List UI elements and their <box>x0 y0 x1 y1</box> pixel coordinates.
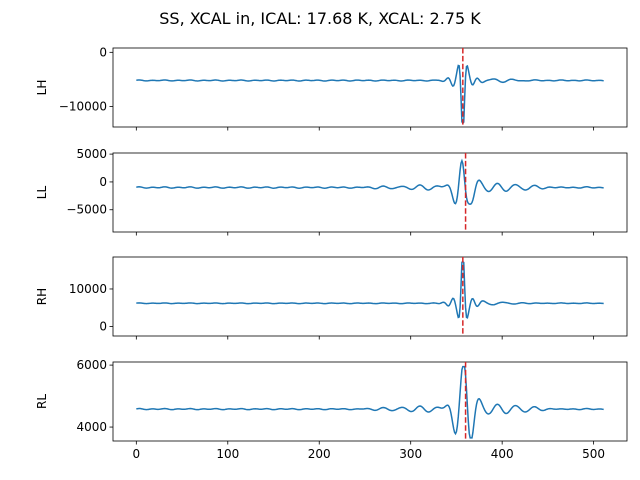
x-tick-label: 200 <box>308 447 331 461</box>
x-tick-label: 500 <box>582 447 605 461</box>
axes-frame <box>112 152 628 233</box>
y-tick-label: −10000 <box>59 99 107 113</box>
panel-lh: −10000 0 LH <box>35 45 628 131</box>
y-tick-label: 10000 <box>69 282 107 296</box>
y-axis-label: RL <box>35 394 49 409</box>
figure-title: SS, XCAL in, ICAL: 17.68 K, XCAL: 2.75 K <box>159 9 481 28</box>
y-tick-label: 0 <box>99 175 107 189</box>
panel-rl: 4000 6000 0 100 200 300 400 500 RL <box>35 358 628 461</box>
y-tick-label: 5000 <box>76 147 107 161</box>
y-axis-label: LL <box>35 186 49 200</box>
x-tick-label: 0 <box>133 447 141 461</box>
series-line <box>136 365 604 439</box>
y-tick-label: 0 <box>99 45 107 59</box>
x-tick-label: 100 <box>216 447 239 461</box>
y-axis-label: LH <box>35 80 49 96</box>
panel-rh: 0 10000 RH <box>35 256 628 340</box>
y-tick-label: 6000 <box>76 358 107 372</box>
chart-panels: −10000 0 LH −5000 0 5000 LL 0 10000 RH 4000 6000 0 10… <box>35 45 628 461</box>
x-tick-label: 300 <box>399 447 422 461</box>
series-line <box>136 64 604 125</box>
series-line <box>136 158 604 205</box>
axes-frame <box>112 361 628 442</box>
y-tick-label: −5000 <box>66 203 107 217</box>
x-tick-label: 400 <box>491 447 514 461</box>
panel-ll: −5000 0 5000 LL <box>35 147 628 236</box>
y-axis-label: RH <box>35 288 49 305</box>
axes-frame <box>112 256 628 337</box>
axes-frame <box>112 47 628 128</box>
y-tick-label: 0 <box>99 320 107 334</box>
series-line <box>136 261 604 319</box>
y-tick-label: 4000 <box>76 420 107 434</box>
